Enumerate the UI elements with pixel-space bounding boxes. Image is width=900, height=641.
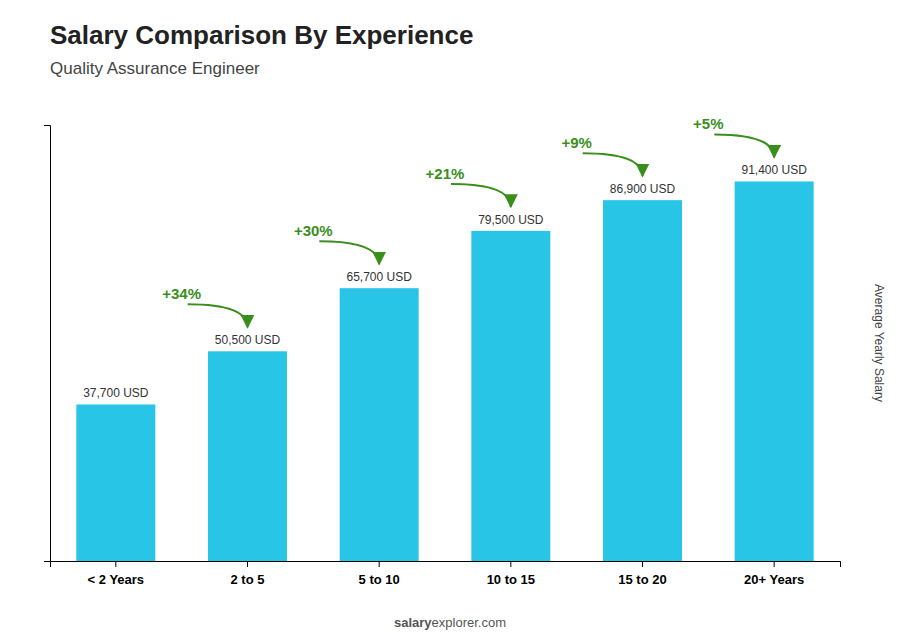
bar xyxy=(603,200,682,561)
x-tick-mark xyxy=(774,561,775,567)
data-label: 65,700 USD xyxy=(346,270,412,284)
x-tick: 2 to 5 xyxy=(231,561,265,587)
bar xyxy=(471,231,550,561)
annotations: +34% +30% +21% +9% +5% xyxy=(162,115,774,327)
watermark-part: salary xyxy=(394,615,432,630)
bar xyxy=(208,351,287,561)
pct-arrow xyxy=(451,184,511,207)
data-label: 79,500 USD xyxy=(478,213,544,227)
x-tick-label: 15 to 20 xyxy=(618,572,666,587)
data-labels: 37,700 USD 50,500 USD 65,700 USD 79,500 USD… xyxy=(83,163,807,400)
x-tick-mark xyxy=(247,561,248,567)
pct-label: +9% xyxy=(561,134,591,151)
chart-svg: Salary Comparison By Experience Quality A… xyxy=(0,0,900,641)
x-tick: 20+ Years xyxy=(744,561,804,587)
x-tick-label: 10 to 15 xyxy=(487,572,535,587)
x-tick-label: 2 to 5 xyxy=(231,572,265,587)
bars xyxy=(76,181,813,561)
x-tick-label: 20+ Years xyxy=(744,572,804,587)
pct-arrow xyxy=(714,134,774,157)
data-label: 86,900 USD xyxy=(610,182,676,196)
x-tick-label: < 2 Years xyxy=(88,572,145,587)
y-axis-line xyxy=(44,126,51,562)
x-tick-mark xyxy=(642,561,643,567)
data-label: 50,500 USD xyxy=(215,333,281,347)
x-axis: < 2 Years 2 to 5 5 to 10 10 to 15 15 to 20 20… xyxy=(51,561,841,587)
x-tick-mark xyxy=(115,561,116,567)
pct-arrow xyxy=(583,153,643,176)
x-tick: 15 to 20 xyxy=(618,561,666,587)
pct-label: +21% xyxy=(426,165,465,182)
pct-arrow xyxy=(188,304,248,327)
y-axis-title: Average Yearly Salary xyxy=(872,284,886,402)
x-tick-mark xyxy=(510,561,511,567)
x-tick: < 2 Years xyxy=(88,561,145,587)
x-tick: 10 to 15 xyxy=(487,561,535,587)
x-tick-mark xyxy=(379,561,380,567)
plot: < 2 Years 2 to 5 5 to 10 10 to 15 15 to 20 20… xyxy=(44,115,841,587)
y-axis xyxy=(44,126,51,562)
data-label: 37,700 USD xyxy=(83,386,149,400)
subtitle: Quality Assurance Engineer xyxy=(50,59,260,78)
watermark-part: explorer.com xyxy=(432,615,506,630)
data-label: 91,400 USD xyxy=(741,163,807,177)
pct-label: +34% xyxy=(162,285,201,302)
x-axis-line xyxy=(51,562,841,568)
pct-label: +30% xyxy=(294,222,333,239)
bar xyxy=(735,181,814,561)
watermark: salaryexplorer.com xyxy=(394,615,506,630)
bar xyxy=(340,288,419,561)
title: Salary Comparison By Experience xyxy=(50,20,473,50)
bar xyxy=(76,404,155,561)
pct-arrow xyxy=(319,241,379,264)
x-tick-label: 5 to 10 xyxy=(359,572,400,587)
x-tick: 5 to 10 xyxy=(359,561,400,587)
pct-label: +5% xyxy=(693,115,723,132)
